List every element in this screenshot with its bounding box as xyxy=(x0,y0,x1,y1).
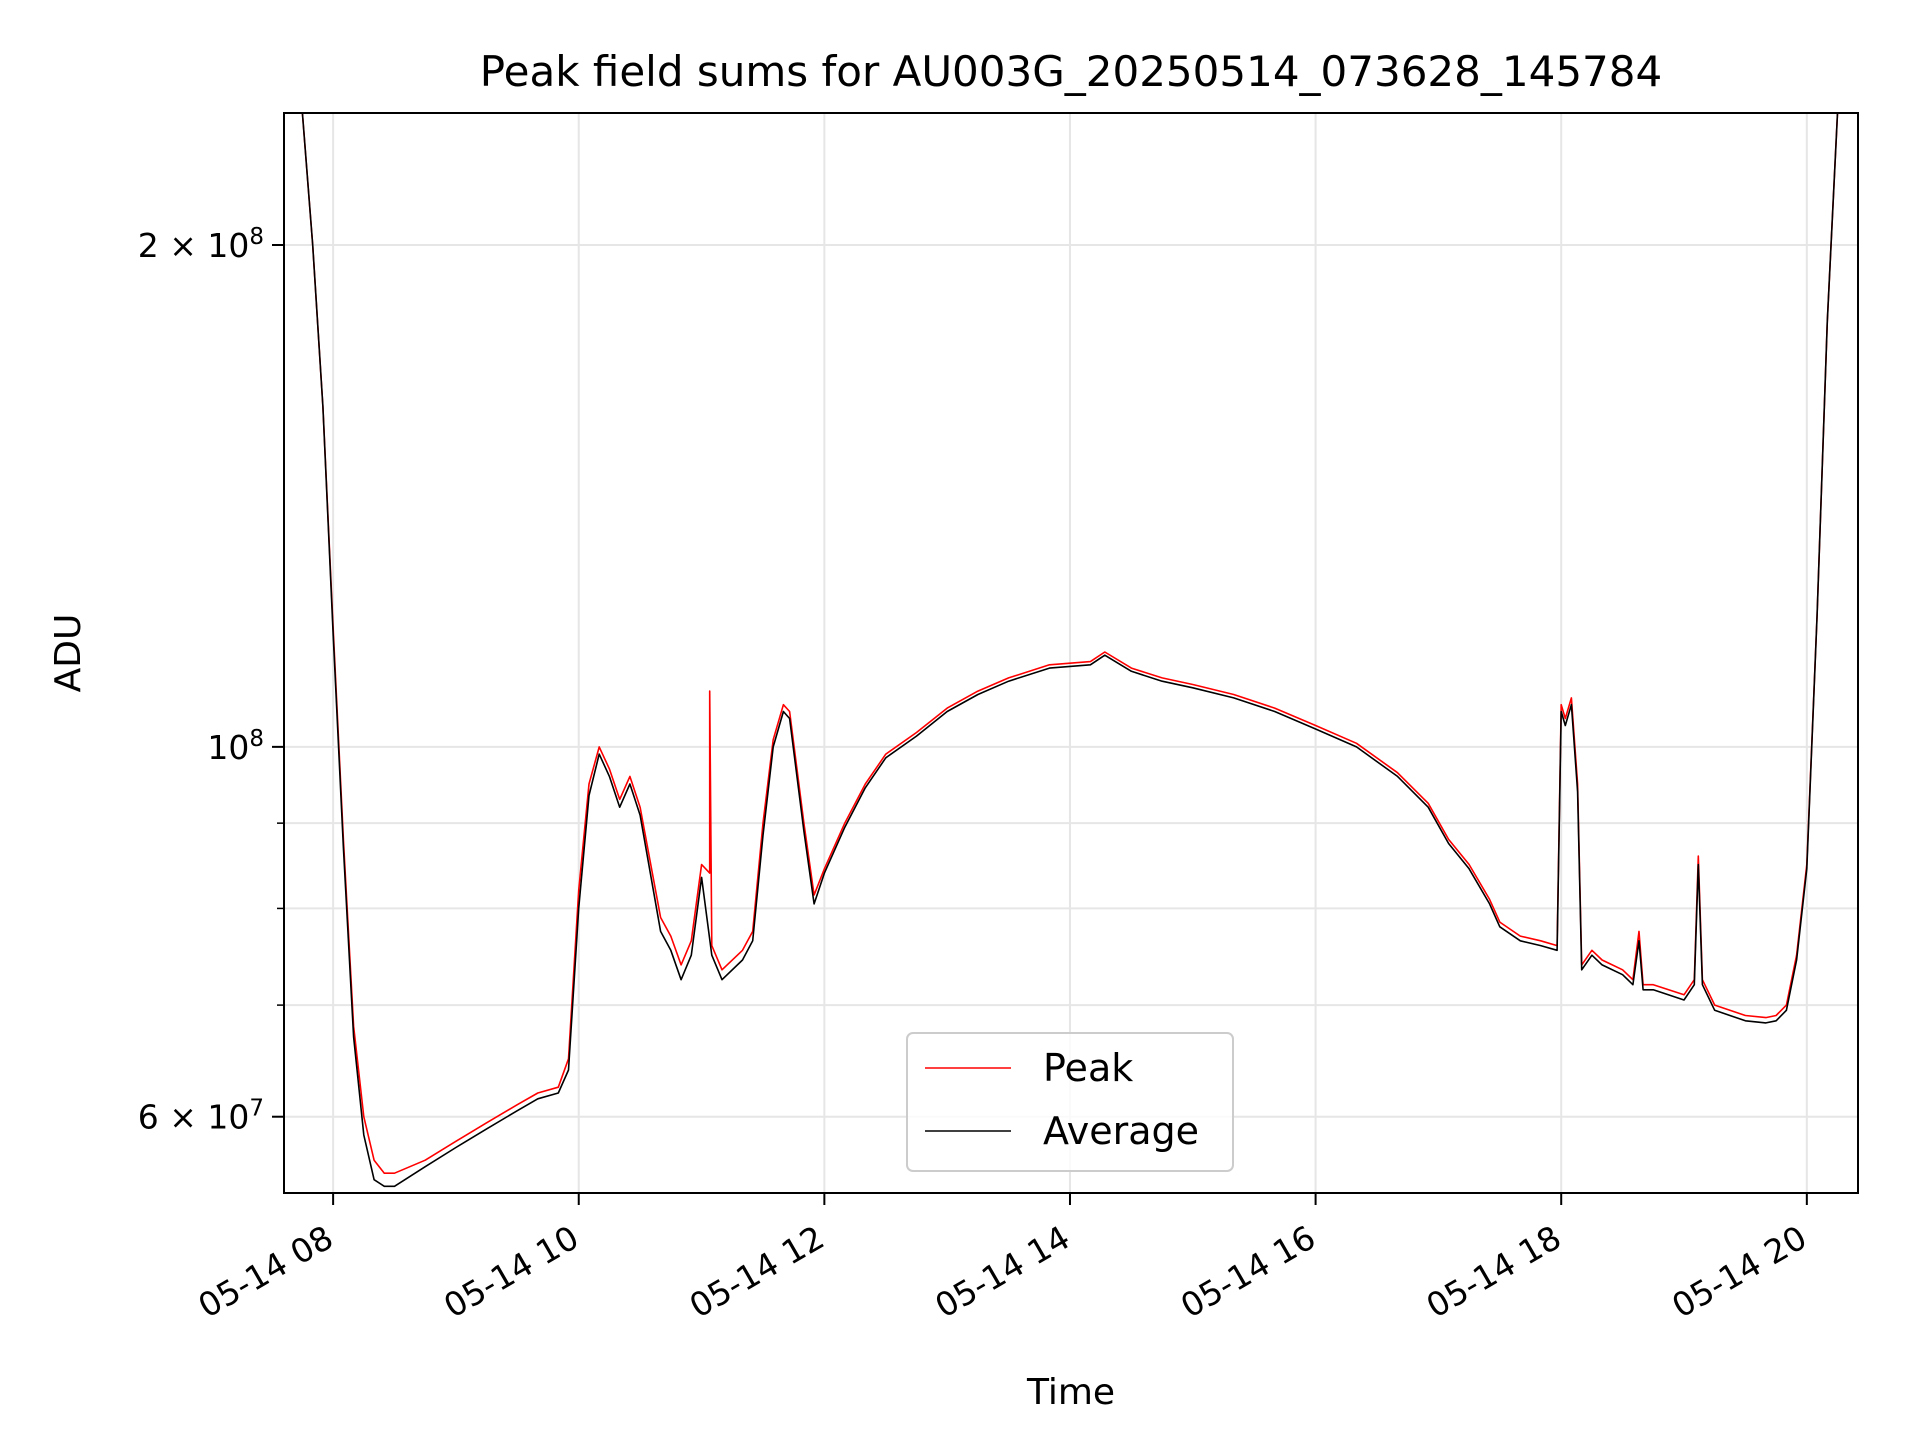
plot-area-background xyxy=(284,113,1858,1193)
y-tick-label: 2 × 108 xyxy=(138,224,264,265)
legend: Peak Average xyxy=(907,1033,1233,1171)
chart-title: Peak field sums for AU003G_20250514_0736… xyxy=(480,47,1662,96)
legend-average-label: Average xyxy=(1043,1109,1199,1153)
legend-peak-label: Peak xyxy=(1043,1046,1133,1090)
x-axis-label: Time xyxy=(1026,1372,1115,1413)
y-axis-label: ADU xyxy=(48,614,89,693)
y-tick-label: 6 × 107 xyxy=(138,1096,264,1137)
